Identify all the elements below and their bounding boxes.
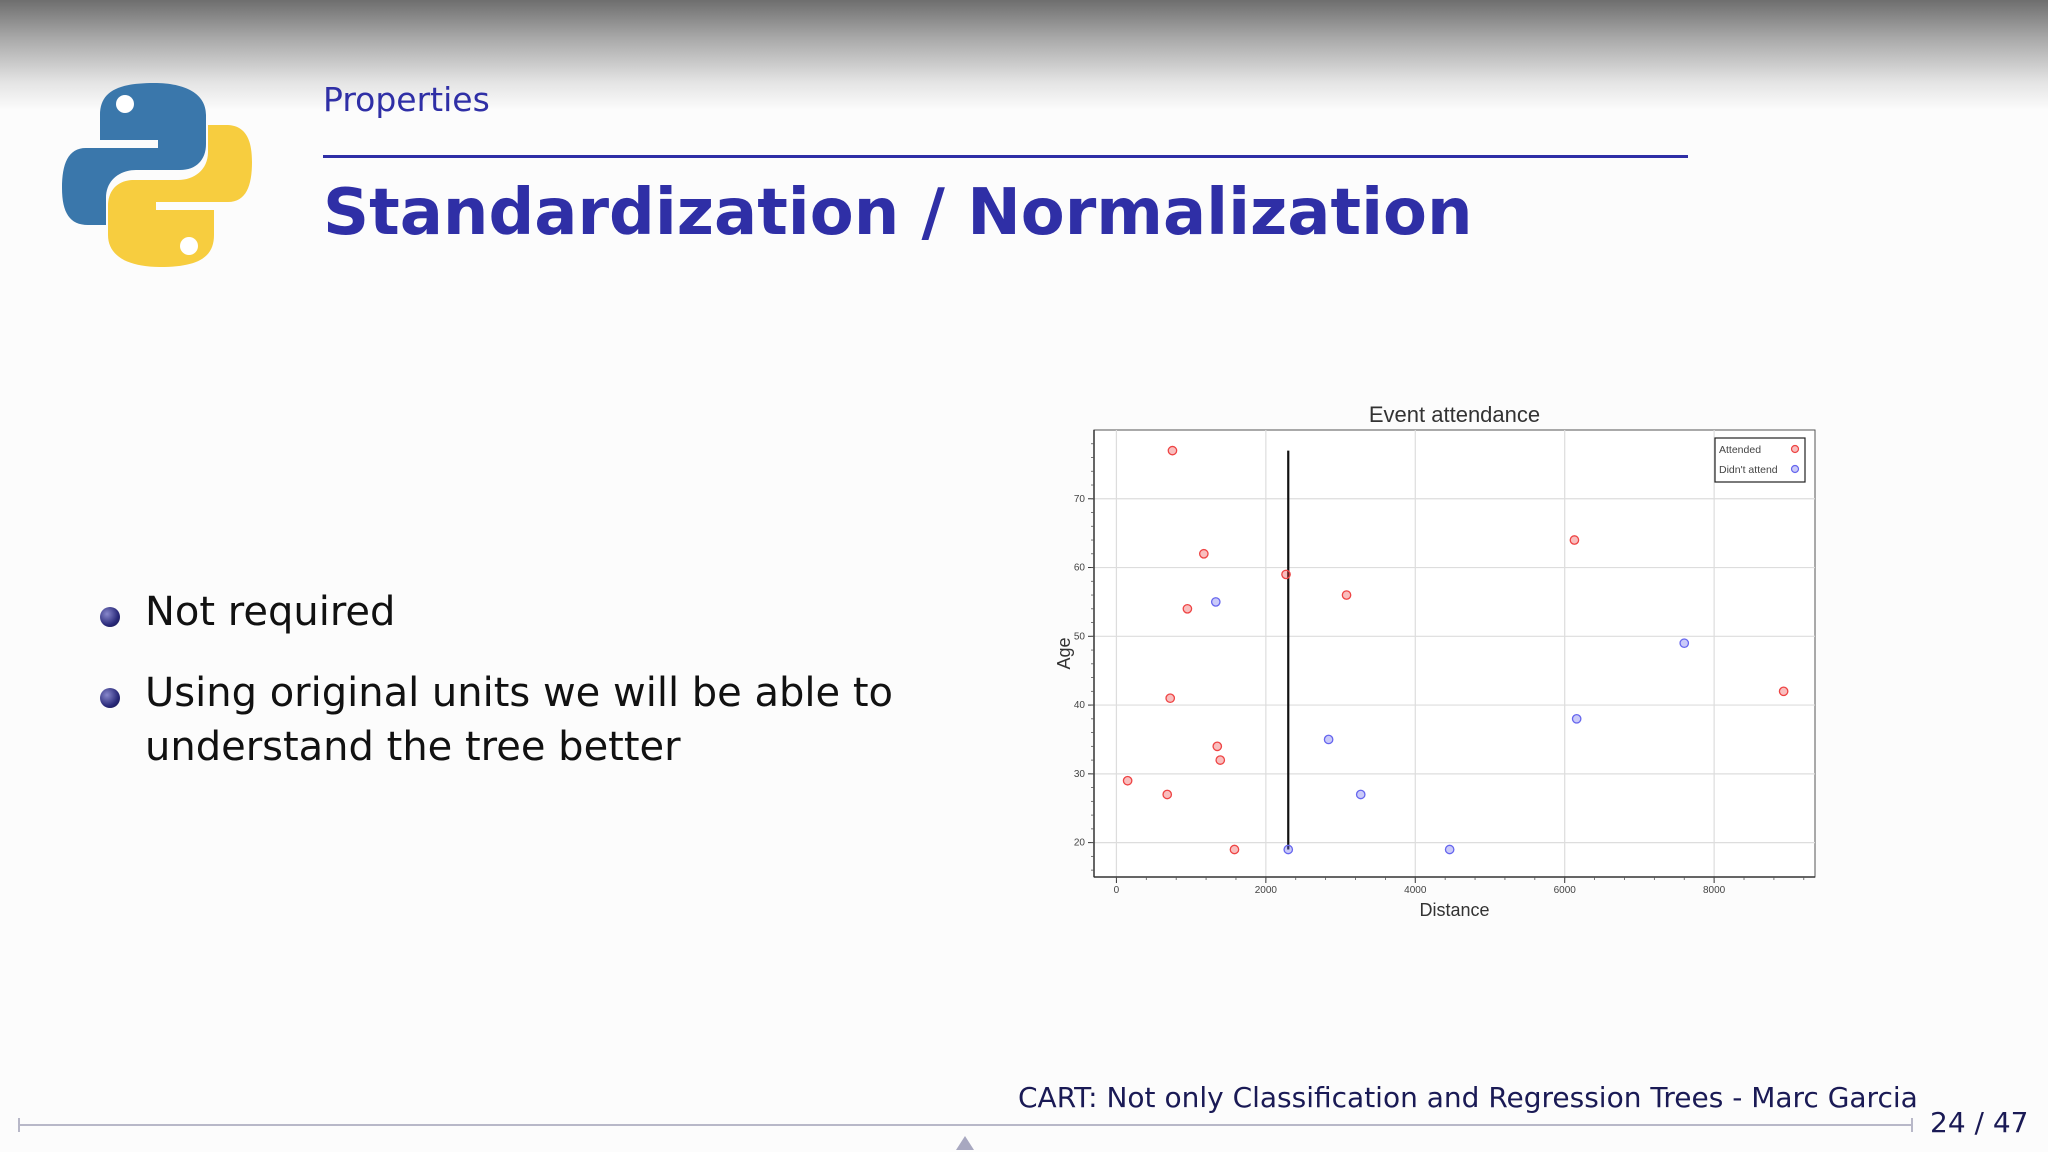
- x-tick-label: 0: [1114, 885, 1120, 896]
- y-axis-label: Age: [1054, 637, 1074, 669]
- legend-box: [1714, 437, 1806, 483]
- bullet-list: Not required Using original units we wil…: [100, 585, 900, 801]
- x-tick-label: 6000: [1554, 885, 1577, 896]
- slide-title: Standardization / Normalization: [323, 176, 1473, 250]
- bullet-text: Not required: [145, 589, 396, 635]
- data-point: [1212, 741, 1223, 752]
- data-point: [1165, 693, 1176, 704]
- data-point: [1679, 638, 1690, 649]
- data-point: [1444, 844, 1455, 855]
- data-point: [1341, 590, 1352, 600]
- data-point: [1323, 734, 1334, 745]
- data-point: [1167, 445, 1178, 456]
- data-point: [1162, 789, 1173, 800]
- bullet-item: Not required: [100, 585, 900, 639]
- y-tick-label: 30: [1074, 769, 1086, 780]
- legend-label: Attended: [1719, 444, 1761, 456]
- header-gradient: [0, 0, 2048, 110]
- y-tick-label: 50: [1074, 631, 1086, 642]
- x-tick-label: 4000: [1404, 885, 1427, 896]
- navigation-end-tick: [1911, 1118, 1913, 1132]
- plot-area: [1093, 429, 1816, 878]
- legend-label: Didn't attend: [1719, 464, 1778, 476]
- y-tick-label: 20: [1074, 838, 1086, 849]
- data-point: [1283, 844, 1294, 855]
- y-tick-label: 40: [1074, 700, 1086, 711]
- data-point: [1198, 548, 1209, 559]
- data-point: [1281, 569, 1291, 580]
- navigation-position-marker-icon[interactable]: [956, 1136, 974, 1150]
- x-axis-label: Distance: [1419, 900, 1489, 920]
- x-tick-label: 2000: [1255, 885, 1278, 896]
- y-tick-label: 60: [1074, 563, 1086, 574]
- scatter-chart: 0 2000 4000 6000 8000 20 30 40 50 60 70 Event atten…: [1054, 402, 1816, 920]
- y-tick-label: 70: [1074, 494, 1086, 505]
- bullet-dot-icon: [100, 607, 120, 627]
- python-logo: [62, 83, 252, 267]
- legend-marker: [1790, 464, 1800, 474]
- x-tick-label: 8000: [1703, 885, 1726, 896]
- data-point: [1229, 844, 1240, 855]
- section-label: Properties: [323, 80, 490, 119]
- data-point: [1122, 775, 1133, 786]
- bullet-text: Using original units we will be able to …: [145, 670, 893, 770]
- legend-marker: [1790, 444, 1800, 454]
- bullet-item: Using original units we will be able to …: [100, 666, 900, 774]
- data-point: [1569, 535, 1580, 545]
- navigation-bar: [18, 1124, 1913, 1126]
- bullet-dot-icon: [100, 688, 120, 708]
- data-point: [1182, 603, 1193, 614]
- page-number: 24 / 47: [1930, 1106, 2029, 1139]
- navigation-start-tick: [18, 1118, 20, 1132]
- data-point: [1571, 713, 1582, 724]
- title-rule: [323, 155, 1688, 158]
- data-point: [1355, 789, 1366, 800]
- data-point: [1215, 755, 1226, 765]
- data-point: [1778, 686, 1789, 697]
- chart-title: Event attendance: [1369, 402, 1540, 427]
- data-point: [1210, 597, 1221, 607]
- footer-text: CART: Not only Classification and Regres…: [1018, 1081, 1918, 1114]
